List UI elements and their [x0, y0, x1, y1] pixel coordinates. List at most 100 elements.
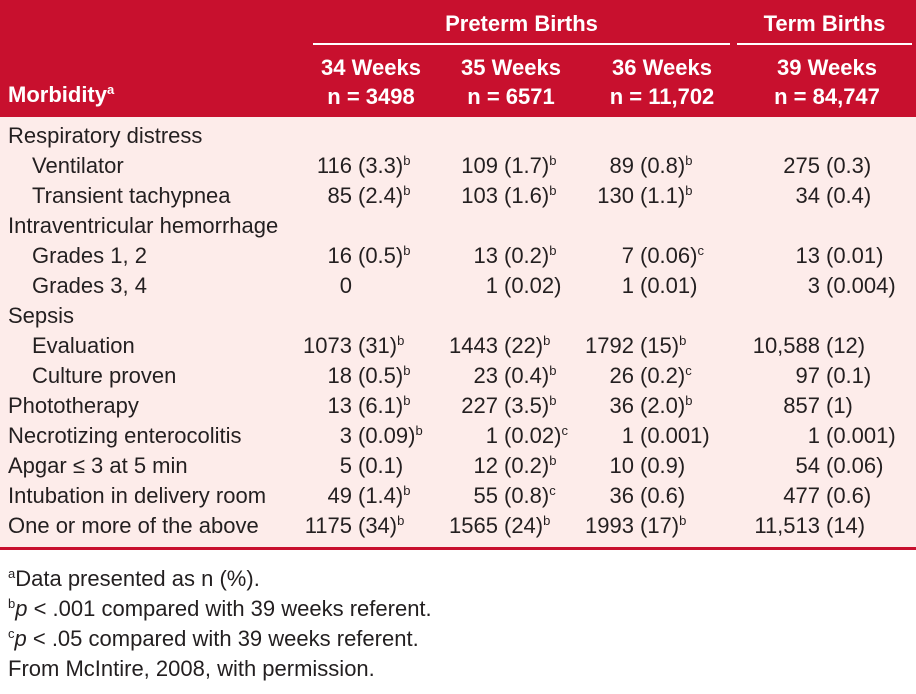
- cell-note: c: [697, 243, 704, 258]
- cell-note: b: [403, 483, 411, 498]
- cell-percent: (3.5)b: [504, 393, 556, 419]
- cell-percent: (0.5)b: [358, 243, 410, 269]
- cell-count: 34: [795, 183, 820, 208]
- cell-percent: (1.1)b: [640, 183, 692, 209]
- percent-text: (0.4): [504, 363, 550, 388]
- cell-percent: (1.7)b: [504, 153, 556, 179]
- cell-percent: (34)b: [358, 513, 404, 539]
- percent-text: (0.5): [358, 243, 404, 268]
- footnote-italic: p: [15, 596, 28, 621]
- percent-text: (0.8): [640, 153, 686, 178]
- cell-count: 1175: [304, 513, 352, 538]
- cell-count: 13: [327, 393, 352, 418]
- cell-percent: (6.1)b: [358, 393, 410, 419]
- cell-count: 10: [609, 453, 634, 478]
- column-weeks: 35 Weeks: [461, 55, 561, 80]
- stub-header: Morbiditya: [8, 82, 114, 108]
- percent-text: (0.06): [640, 243, 698, 268]
- cell-count: 3: [339, 423, 352, 448]
- cell-count: 85: [327, 183, 352, 208]
- row-label: Transient tachypnea: [32, 183, 231, 208]
- cell-percent: (1.6)b: [504, 183, 556, 209]
- percent-text: (22): [504, 333, 544, 358]
- percent-text: (34): [358, 513, 398, 538]
- cell-note: b: [685, 393, 693, 408]
- cell-count: 109: [461, 153, 498, 178]
- cell-count: 1: [621, 423, 634, 448]
- percent-text: (0.6): [826, 483, 872, 508]
- percent-text: (0.9): [640, 453, 686, 478]
- cell-percent: (22)b: [504, 333, 550, 359]
- footnote-italic: p: [14, 626, 27, 651]
- column-weeks: 36 Weeks: [612, 55, 712, 80]
- cell-note: b: [403, 183, 411, 198]
- cell-count: 1993: [585, 513, 634, 538]
- stub-text: Morbidity: [8, 82, 107, 107]
- cell-percent: (0.01): [640, 273, 697, 299]
- cell-note: b: [403, 393, 411, 408]
- cell-note: b: [685, 153, 693, 168]
- cell-percent: (0.02): [504, 273, 561, 299]
- separator: [0, 547, 916, 550]
- group-header: Preterm Births: [445, 11, 598, 36]
- stub-note: a: [107, 82, 115, 97]
- percent-text: (0.4): [826, 183, 872, 208]
- cell-note: b: [403, 363, 411, 378]
- footnote: From McIntire, 2008, with permission.: [8, 656, 375, 682]
- cell-count: 12: [473, 453, 498, 478]
- cell-note: b: [397, 333, 405, 348]
- cell-count: 1: [485, 273, 498, 298]
- footnote-mark: c: [8, 626, 15, 641]
- percent-text: (1.6): [504, 183, 550, 208]
- cell-percent: (24)b: [504, 513, 550, 539]
- percent-text: (3.3): [358, 153, 404, 178]
- footnote-text: < .001 compared with 39 weeks referent.: [27, 596, 432, 621]
- cell-percent: (17)b: [640, 513, 686, 539]
- cell-count: 116: [316, 153, 352, 178]
- percent-text: (1.1): [640, 183, 686, 208]
- column-n: n = 6571: [467, 84, 555, 109]
- row-label: Apgar ≤ 3 at 5 min: [8, 453, 188, 478]
- cell-count: 3: [807, 273, 820, 298]
- cell-note: b: [403, 243, 411, 258]
- cell-count: 13: [795, 243, 820, 268]
- row-label: Respiratory distress: [8, 123, 203, 148]
- cell-count: 13: [473, 243, 498, 268]
- cell-percent: (0.2)b: [504, 453, 556, 479]
- row-label: Evaluation: [32, 333, 135, 358]
- group-header: Term Births: [763, 11, 886, 36]
- cell-percent: (0.1): [358, 453, 403, 479]
- cell-count: 97: [795, 363, 820, 388]
- row-label: Sepsis: [8, 303, 75, 328]
- percent-text: (24): [504, 513, 544, 538]
- footnote-mark: a: [8, 566, 16, 581]
- footnote: aData presented as n (%).: [8, 566, 260, 592]
- footnote-text: Data presented as n (%).: [15, 566, 260, 591]
- cell-percent: (14): [826, 513, 865, 539]
- cell-percent: (0.1): [826, 363, 871, 389]
- cell-count: 18: [327, 363, 352, 388]
- percent-text: (0.3): [826, 153, 872, 178]
- group-rule: [313, 43, 730, 45]
- cell-count: 103: [461, 183, 498, 208]
- percent-text: (1.7): [504, 153, 550, 178]
- footnote-area: [0, 550, 916, 694]
- cell-count: 130: [597, 183, 634, 208]
- cell-note: b: [679, 333, 687, 348]
- cell-count: 16: [327, 243, 352, 268]
- cell-count: 54: [795, 453, 820, 478]
- cell-note: b: [549, 453, 557, 468]
- cell-note: b: [549, 393, 557, 408]
- percent-text: (0.2): [504, 243, 550, 268]
- percent-text: (1): [826, 393, 853, 418]
- cell-count: 23: [473, 363, 498, 388]
- cell-percent: (12): [826, 333, 865, 359]
- percent-text: (6.1): [358, 393, 404, 418]
- percent-text: (0.001): [640, 423, 710, 448]
- percent-text: (1.4): [358, 483, 404, 508]
- percent-text: (0.2): [504, 453, 550, 478]
- cell-count: 1565: [449, 513, 498, 538]
- cell-percent: (0.8)b: [640, 153, 692, 179]
- cell-percent: (1): [826, 393, 853, 419]
- cell-count: 26: [609, 363, 634, 388]
